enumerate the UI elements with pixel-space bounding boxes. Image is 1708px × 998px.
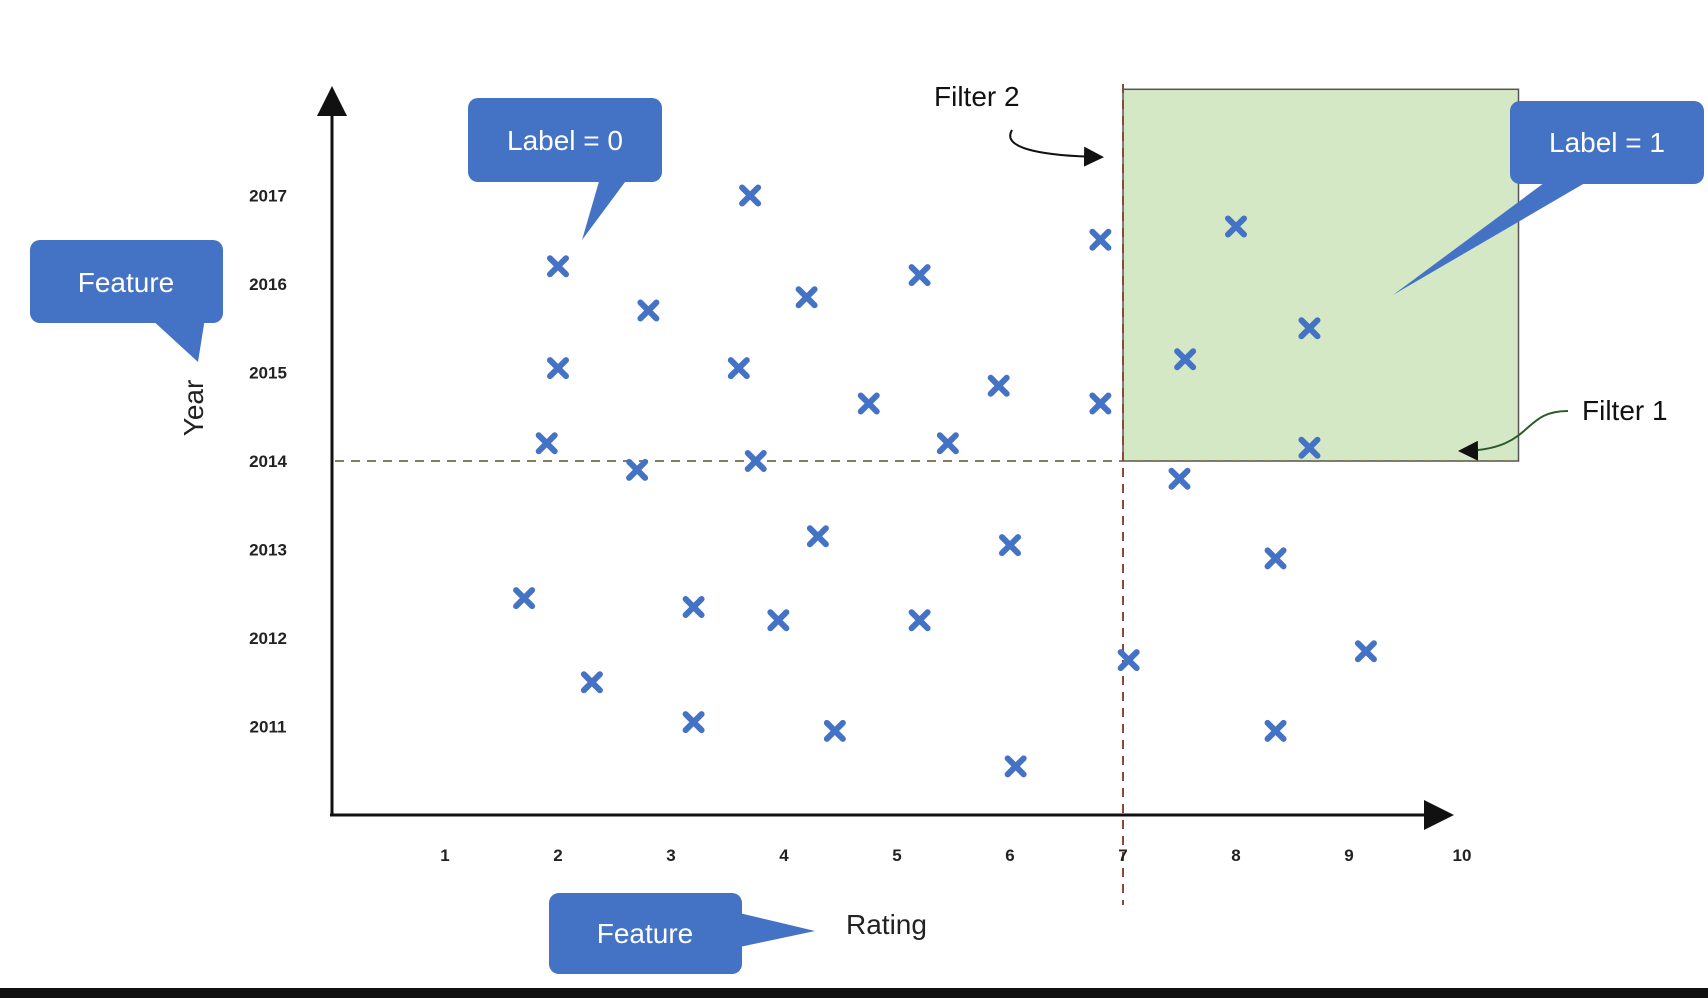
data-point-x-marker bbox=[739, 184, 762, 207]
data-point-x-marker bbox=[806, 525, 829, 548]
x-tick-label: 8 bbox=[1231, 846, 1240, 865]
svg-text:Label = 1: Label = 1 bbox=[1549, 127, 1665, 158]
data-point-x-marker bbox=[1298, 317, 1321, 340]
data-point-x-marker bbox=[1225, 215, 1247, 238]
data-point-x-marker bbox=[682, 711, 705, 734]
x-tick-label: 10 bbox=[1453, 846, 1472, 865]
data-point-x-marker bbox=[744, 450, 767, 472]
feature-x-callout: Feature bbox=[549, 893, 815, 974]
x-tick-label: 7 bbox=[1118, 846, 1127, 865]
x-tick-label: 5 bbox=[892, 846, 901, 865]
x-tick-label: 4 bbox=[779, 846, 789, 865]
y-tick-label: 2012 bbox=[249, 629, 287, 648]
data-point-x-marker bbox=[513, 587, 536, 610]
data-points bbox=[513, 184, 1377, 778]
data-point-x-marker bbox=[727, 357, 750, 380]
x-tick-label: 2 bbox=[553, 846, 562, 865]
data-point-x-marker bbox=[1298, 436, 1321, 459]
x-tick-label: 1 bbox=[440, 846, 449, 865]
data-point-x-marker bbox=[682, 596, 705, 619]
y-axis-label: Year bbox=[178, 380, 209, 437]
label-1-callout: Label = 1 bbox=[1393, 101, 1704, 295]
y-tick-label: 2015 bbox=[249, 364, 287, 383]
data-point-x-marker bbox=[908, 609, 931, 632]
feature-y-callout: Feature bbox=[30, 240, 223, 362]
filter-1-arrow bbox=[1458, 410, 1569, 461]
data-point-x-marker bbox=[1354, 640, 1377, 663]
data-point-x-marker bbox=[1089, 392, 1112, 415]
svg-text:Label = 0: Label = 0 bbox=[507, 125, 623, 156]
data-point-x-marker bbox=[637, 299, 660, 322]
data-point-x-marker bbox=[547, 357, 569, 380]
x-axis-label: Rating bbox=[846, 909, 927, 940]
filter-2-label: Filter 2 bbox=[934, 81, 1020, 112]
filter-2-arrow bbox=[1009, 129, 1104, 167]
data-point-x-marker bbox=[1174, 348, 1197, 371]
x-tick-labels: 1 2 3 4 5 6 7 8 9 10 bbox=[440, 846, 1471, 865]
data-point-x-marker bbox=[795, 286, 818, 309]
data-point-x-marker bbox=[767, 609, 790, 632]
data-point-x-marker bbox=[1089, 228, 1112, 251]
y-tick-label: 2014 bbox=[249, 452, 287, 471]
y-tick-label: 2017 bbox=[249, 187, 287, 206]
label-1-region bbox=[1122, 88, 1520, 462]
data-point-x-marker bbox=[857, 392, 880, 415]
svg-text:Feature: Feature bbox=[597, 918, 694, 949]
data-point-x-marker bbox=[1264, 719, 1287, 742]
bottom-bar bbox=[0, 988, 1708, 998]
data-point-x-marker bbox=[1004, 755, 1027, 778]
data-point-x-marker bbox=[1264, 547, 1287, 570]
data-point-x-marker bbox=[987, 374, 1010, 397]
data-point-x-marker bbox=[535, 432, 558, 455]
data-point-x-marker bbox=[999, 534, 1021, 557]
y-tick-label: 2016 bbox=[249, 275, 287, 294]
data-point-x-marker bbox=[580, 671, 603, 694]
x-tick-label: 6 bbox=[1005, 846, 1014, 865]
data-point-x-marker bbox=[626, 458, 649, 481]
filter-1-label: Filter 1 bbox=[1582, 395, 1668, 426]
data-point-x-marker bbox=[936, 432, 959, 455]
data-point-x-marker bbox=[547, 255, 569, 278]
y-tick-label: 2011 bbox=[250, 718, 287, 737]
label-0-callout: Label = 0 bbox=[468, 98, 662, 240]
x-tick-label: 9 bbox=[1344, 846, 1353, 865]
data-point-x-marker bbox=[823, 719, 846, 742]
data-point-x-marker bbox=[1168, 467, 1191, 490]
svg-text:Feature: Feature bbox=[78, 267, 175, 298]
y-tick-labels: 2011 2012 2013 2014 2015 2016 2017 bbox=[249, 187, 287, 737]
x-tick-label: 3 bbox=[666, 846, 675, 865]
y-tick-label: 2013 bbox=[249, 541, 287, 560]
data-point-x-marker bbox=[908, 264, 931, 287]
data-point-x-marker bbox=[1117, 649, 1140, 672]
